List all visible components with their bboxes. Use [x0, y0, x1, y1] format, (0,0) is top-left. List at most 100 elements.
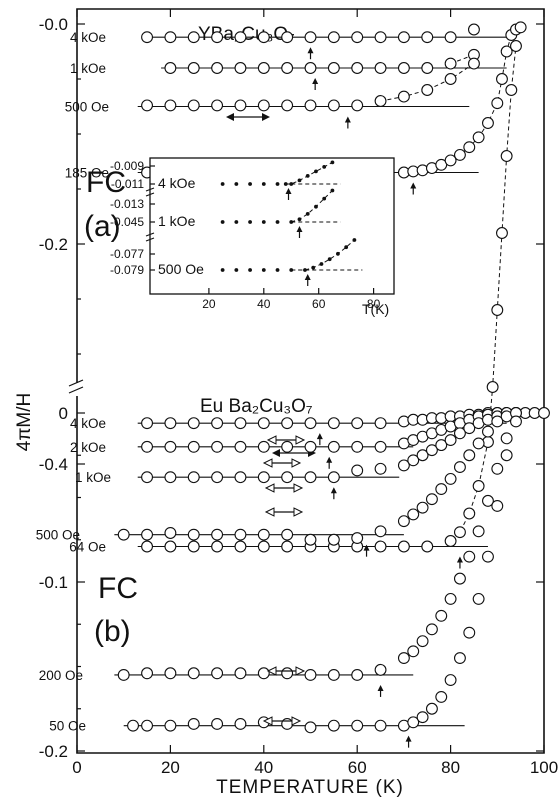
data-point [327, 99, 340, 112]
hollow-width-arrow [262, 716, 302, 726]
data-point [491, 304, 504, 316]
data-point [187, 528, 200, 541]
inset-point [289, 182, 294, 186]
data-point [281, 540, 294, 553]
data-point [496, 73, 508, 85]
inset-point [319, 262, 324, 266]
data-point [491, 500, 504, 512]
inset-onset-arrow [304, 274, 311, 286]
data-point [425, 493, 438, 506]
inset-content: 20 40 60 80 -0.009 -0.011 4 kOe -0.013 -0.045 1 k… [110, 159, 381, 311]
data-point [257, 99, 270, 112]
inset-x-tick-label: 40 [257, 297, 271, 311]
inset-point [220, 220, 225, 224]
data-point [374, 440, 387, 453]
data-point [257, 417, 270, 430]
data-point [444, 535, 457, 547]
data-point [211, 417, 224, 430]
data-point [327, 719, 340, 732]
data-point [425, 702, 438, 715]
inset-point [289, 220, 294, 224]
data-point [234, 528, 247, 541]
data-point [397, 515, 410, 528]
inset-point [220, 182, 225, 186]
data-point [234, 471, 247, 484]
inset-point [322, 196, 327, 201]
series-200-oe: 200 Oe [39, 432, 513, 697]
data-point [164, 527, 177, 539]
inset-point [344, 245, 349, 250]
data-point [444, 57, 457, 70]
data-point [281, 62, 294, 74]
data-point [407, 716, 420, 729]
data-point [407, 454, 420, 467]
data-point [257, 440, 270, 453]
series-label: 200 Oe [39, 668, 83, 683]
data-point [327, 471, 340, 484]
onset-arrow [456, 556, 463, 569]
data-point [463, 507, 476, 520]
inset-x-tick-label: 20 [202, 297, 216, 311]
panel-b-id-label: (b) [94, 615, 131, 648]
inset-point [234, 268, 239, 272]
inset-point [275, 182, 280, 186]
data-point [463, 449, 476, 462]
data-point [444, 472, 457, 485]
series-4-koe: 4 kOe [70, 23, 507, 60]
inset-x-tick-label: 80 [367, 297, 381, 311]
data-point [257, 62, 270, 74]
inset-point [352, 238, 357, 242]
data-point [491, 97, 504, 110]
data-point [421, 62, 434, 74]
data-point [374, 719, 387, 732]
data-point [444, 31, 457, 44]
data-point [444, 434, 457, 446]
inset-point [297, 178, 302, 183]
inset-series-4-koe: -0.009 -0.011 4 kOe [110, 159, 341, 200]
data-point [435, 609, 448, 622]
data-point [127, 719, 139, 732]
data-point [211, 528, 224, 541]
data-point [304, 668, 317, 681]
hollow-width-arrow [266, 666, 306, 676]
data-point [141, 528, 154, 541]
data-point [435, 483, 448, 495]
onset-arrow [316, 433, 323, 446]
inset-point [314, 204, 318, 209]
data-point [351, 532, 364, 545]
series-label: 185 Oe [65, 166, 109, 181]
data-point [187, 540, 200, 553]
transition-guide [380, 63, 475, 102]
onset-arrow [377, 684, 384, 697]
inset-point [303, 268, 307, 272]
series-500-oe: 500 Oe [65, 57, 480, 129]
plot-frame [76, 8, 545, 754]
series-label: 4 kOe [70, 416, 106, 431]
data-point [281, 99, 294, 112]
inset-point [261, 220, 266, 224]
data-point [482, 425, 494, 438]
data-point [500, 150, 513, 162]
data-point [234, 718, 247, 730]
data-point [351, 440, 364, 453]
data-point [281, 471, 294, 484]
inset-point [248, 220, 252, 224]
data-point [281, 528, 294, 541]
inset-point [322, 165, 327, 169]
data-point [234, 540, 247, 553]
data-point [421, 31, 434, 44]
inset-point [330, 188, 335, 193]
inset-point [275, 268, 280, 272]
data-point [407, 508, 420, 521]
data-point [514, 21, 527, 34]
data-point [211, 471, 224, 484]
data-point [500, 432, 513, 445]
panel-b-series: 4 kOe 2 kOe 1 kOe 500 Oe 200 Oe 50 Oe [36, 407, 550, 748]
inset-axis-break [145, 237, 155, 242]
inset-point [275, 220, 280, 224]
data-point [397, 459, 410, 472]
inset-point [234, 220, 239, 224]
inset-x-tick-label: 60 [312, 297, 326, 311]
inset-y-tick-label: -0.077 [110, 247, 144, 261]
